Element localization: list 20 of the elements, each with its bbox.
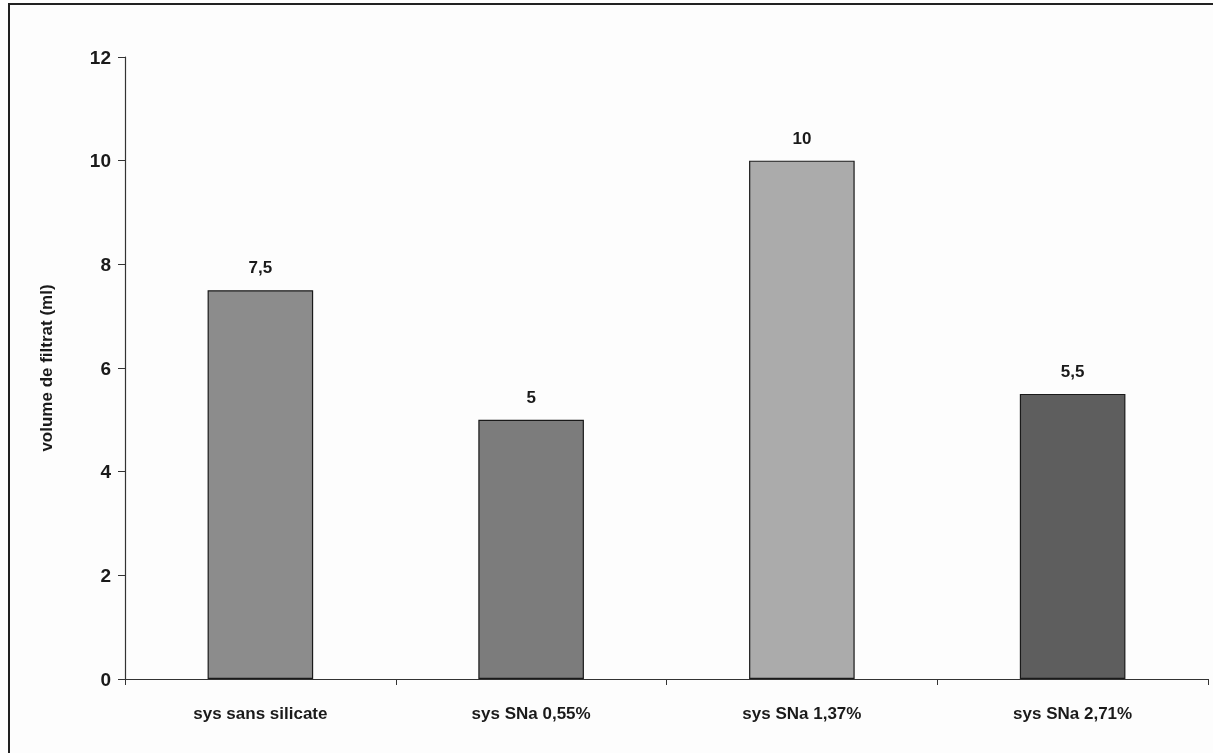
y-axis-title: volume de filtrat (ml) <box>37 284 56 452</box>
y-tick-label: 4 <box>100 461 112 483</box>
y-tick-label: 8 <box>100 253 111 275</box>
data-label: 5,5 <box>1060 361 1085 381</box>
y-tick-label: 12 <box>89 46 111 68</box>
data-label: 7,5 <box>248 258 273 278</box>
bar <box>478 419 584 679</box>
y-tick-label: 0 <box>100 668 111 690</box>
y-tick-label: 2 <box>100 564 111 586</box>
data-label: 10 <box>792 128 812 148</box>
x-tick-label: sys SNa 1,37% <box>742 704 862 723</box>
x-tick-label: sys SNa 2,71% <box>1013 704 1133 723</box>
bar <box>749 160 855 679</box>
y-tick-label: 10 <box>89 150 111 172</box>
bar <box>1019 393 1126 679</box>
x-tick-label: sys sans silicate <box>193 704 328 723</box>
bar <box>207 290 314 679</box>
x-tick-label: sys SNa 0,55% <box>471 704 591 723</box>
y-tick-label: 6 <box>100 357 111 379</box>
data-label: 5 <box>526 387 536 407</box>
